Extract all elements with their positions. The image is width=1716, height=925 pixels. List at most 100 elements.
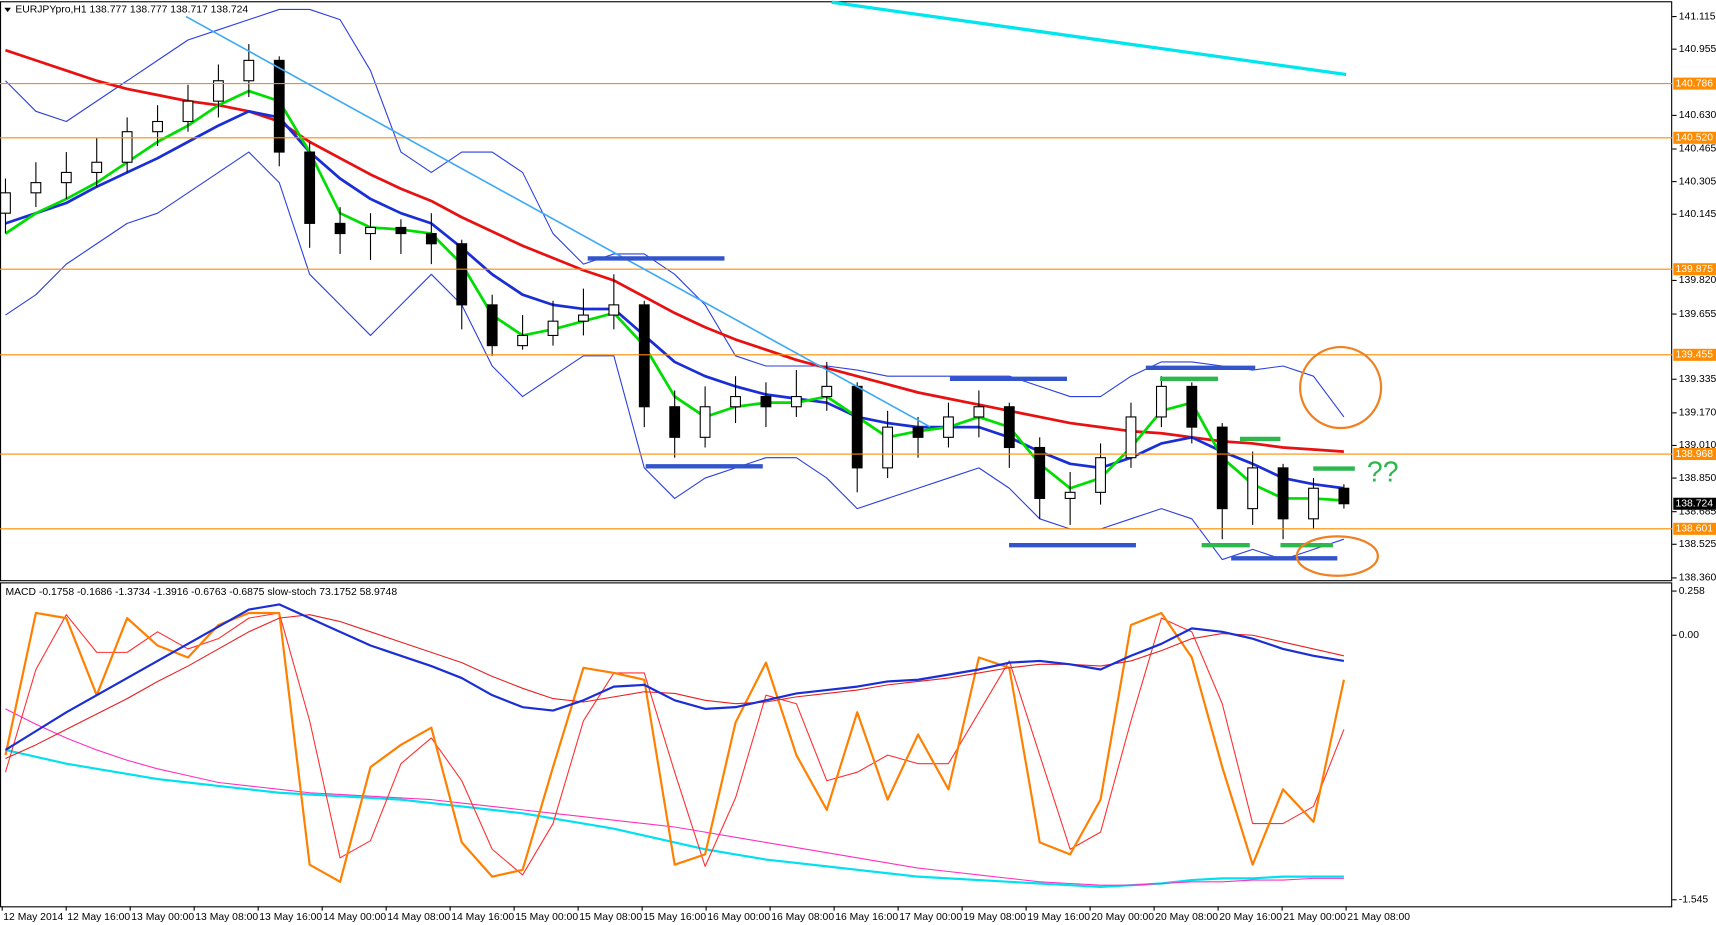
candle-body bbox=[1308, 487, 1319, 520]
candle-body bbox=[182, 100, 194, 123]
level-label-box bbox=[1673, 448, 1716, 461]
y-tick-label: 140.305 bbox=[1679, 176, 1716, 187]
indicator-line bbox=[4, 612, 1345, 876]
candle-body bbox=[1277, 467, 1289, 520]
highlight-circle bbox=[1295, 535, 1379, 577]
candle-body bbox=[334, 222, 346, 235]
support-resistance-marks bbox=[587, 256, 1338, 561]
annotation: ?? bbox=[1367, 457, 1399, 489]
candle-body bbox=[456, 243, 468, 306]
candle-body bbox=[212, 80, 224, 102]
y-tick-label: 139.170 bbox=[1679, 408, 1716, 419]
x-tick-label: 15 May 16:00 bbox=[643, 912, 706, 923]
y-tick-label: 138.525 bbox=[1679, 539, 1716, 550]
level-label-box bbox=[1673, 263, 1716, 276]
trend-line bbox=[185, 15, 931, 428]
level-label: 138.968 bbox=[1676, 449, 1714, 460]
candle-body bbox=[638, 304, 650, 408]
x-tick-label: 21 May 08:00 bbox=[1347, 912, 1410, 923]
candle-body bbox=[730, 396, 741, 408]
level-label: 139.875 bbox=[1676, 264, 1714, 275]
candle-body bbox=[486, 304, 498, 347]
candle-body bbox=[121, 131, 133, 163]
candle-body bbox=[304, 151, 316, 224]
candle-body bbox=[152, 120, 163, 133]
indicator-line bbox=[5, 48, 1344, 453]
trend-line bbox=[831, 0, 1347, 77]
candle-body bbox=[1216, 426, 1228, 510]
level-label-box bbox=[1673, 522, 1716, 535]
x-tick-label: 15 May 00:00 bbox=[515, 912, 578, 923]
x-tick-label: 16 May 00:00 bbox=[707, 912, 770, 923]
candle-body bbox=[699, 406, 711, 438]
candle-body bbox=[0, 192, 11, 214]
x-tick-label: 13 May 00:00 bbox=[131, 912, 194, 923]
y-tick-label: 140.465 bbox=[1679, 144, 1716, 155]
level-label: 139.455 bbox=[1676, 350, 1714, 361]
candle-body bbox=[578, 314, 589, 322]
last-price-label: 138.724 bbox=[1676, 498, 1714, 509]
candle-body bbox=[912, 426, 924, 438]
x-tick-label: 14 May 08:00 bbox=[387, 912, 450, 923]
candle-body bbox=[1034, 446, 1046, 499]
indicator-line bbox=[5, 109, 1345, 490]
drawings: ?? bbox=[185, 0, 1399, 577]
x-tick-label: 19 May 16:00 bbox=[1027, 912, 1090, 923]
x-tick-label: 14 May 00:00 bbox=[323, 912, 386, 923]
level-label: 140.786 bbox=[1676, 78, 1714, 89]
x-tick-label: 20 May 08:00 bbox=[1155, 912, 1218, 923]
x-tick-label: 19 May 08:00 bbox=[963, 912, 1026, 923]
candle-body bbox=[1247, 467, 1259, 510]
x-tick-label: 16 May 08:00 bbox=[771, 912, 834, 923]
indicator-line bbox=[5, 614, 1345, 760]
candle-body bbox=[1155, 385, 1167, 418]
main-panel bbox=[0, 1, 1673, 582]
x-tick-label: 20 May 00:00 bbox=[1091, 912, 1154, 923]
candle-body bbox=[973, 406, 985, 418]
indicator-line bbox=[5, 708, 1344, 886]
level-label-box bbox=[1673, 77, 1716, 90]
level-label: 138.601 bbox=[1676, 524, 1714, 535]
candle-body bbox=[1095, 457, 1106, 493]
candle-body bbox=[760, 396, 772, 408]
candle-body bbox=[365, 226, 376, 235]
candle-body bbox=[669, 406, 681, 438]
y-tick-label: -1.545 bbox=[1679, 895, 1709, 906]
indicator-line bbox=[5, 8, 1345, 418]
x-tick-label: 20 May 16:00 bbox=[1219, 912, 1282, 923]
y-tick-label: 138.360 bbox=[1679, 573, 1716, 584]
candle-body bbox=[1003, 406, 1015, 449]
y-tick-label: 138.850 bbox=[1679, 473, 1716, 484]
indicator-line bbox=[4, 603, 1345, 751]
candle-body bbox=[425, 233, 437, 245]
candle-body bbox=[1186, 385, 1198, 428]
highlight-circle bbox=[1299, 345, 1383, 430]
candle-body bbox=[243, 59, 255, 82]
x-tick-label: 15 May 08:00 bbox=[579, 912, 642, 923]
menu-icon bbox=[4, 7, 11, 13]
y-tick-label: 141.115 bbox=[1679, 11, 1716, 22]
indicator-line bbox=[5, 748, 1344, 889]
y-tick-label: 140.630 bbox=[1679, 110, 1716, 121]
main-header: EURJPYpro,H1 138.777 138.777 138.717 138… bbox=[15, 5, 248, 16]
x-tick-label: 12 May 2014 bbox=[3, 912, 63, 923]
x-tick-label: 17 May 00:00 bbox=[899, 912, 962, 923]
y-tick-label: 0.258 bbox=[1679, 586, 1705, 597]
candle-body bbox=[608, 304, 620, 316]
y-tick-label: 139.335 bbox=[1679, 374, 1716, 385]
candle-body bbox=[943, 416, 954, 438]
y-tick-label: 139.820 bbox=[1679, 275, 1716, 286]
indicator-header: MACD -0.1758 -0.1686 -1.3734 -1.3916 -0.… bbox=[5, 587, 397, 598]
x-tick-label: 21 May 00:00 bbox=[1283, 912, 1346, 923]
last-price-box bbox=[1673, 497, 1716, 510]
candle-body bbox=[273, 59, 285, 153]
candle-body bbox=[1338, 487, 1350, 505]
candle-body bbox=[395, 226, 407, 235]
candle-body bbox=[517, 334, 529, 347]
x-tick-label: 14 May 16:00 bbox=[451, 912, 514, 923]
indicator-line bbox=[5, 151, 1345, 561]
y-tick-label: 139.655 bbox=[1679, 309, 1716, 320]
x-tick-label: 13 May 08:00 bbox=[195, 912, 258, 923]
candle-body bbox=[60, 171, 72, 184]
